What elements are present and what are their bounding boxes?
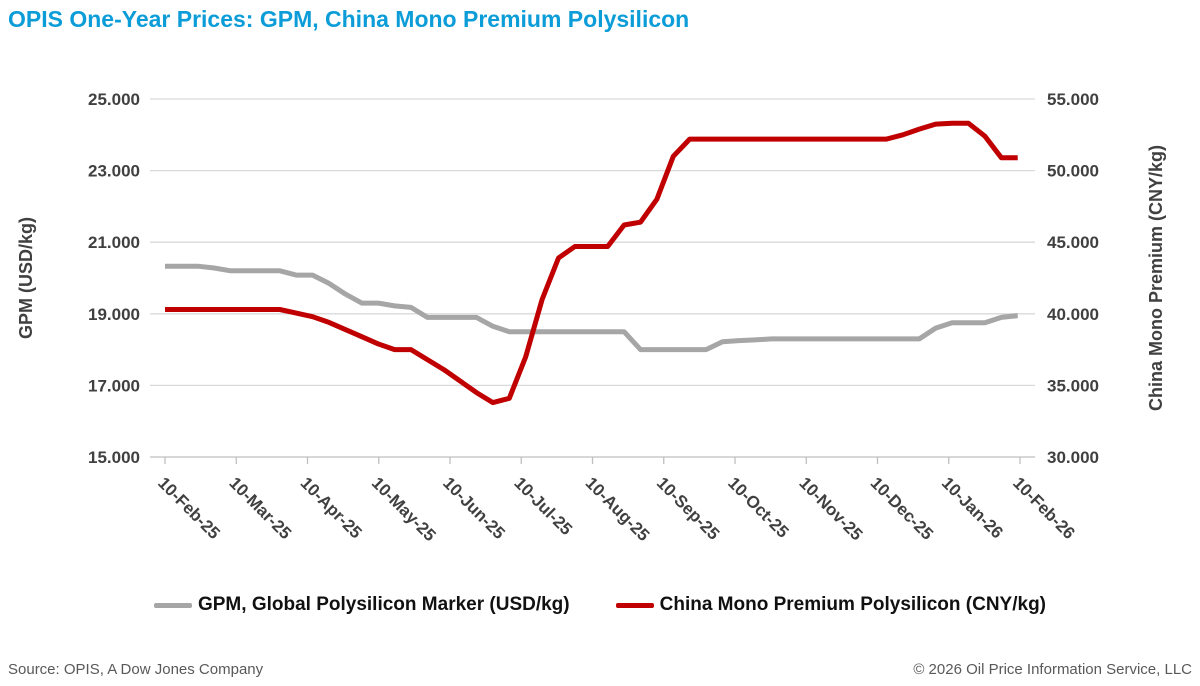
x-axis-tick-label: 10-Mar-25: [225, 473, 295, 543]
footer: Source: OPIS, A Dow Jones Company © 2026…: [8, 661, 1192, 678]
left-axis-tick-label: 15.000: [88, 448, 140, 467]
source-note: Source: OPIS, A Dow Jones Company: [8, 661, 264, 678]
x-axis-tick-label: 10-Feb-25: [154, 473, 224, 543]
x-axis-tick-label: 10-Apr-25: [297, 473, 366, 542]
x-axis-tick-label: 10-Jan-26: [938, 473, 1007, 542]
china-mono-line-swatch: [615, 602, 654, 608]
x-axis-tick-label: 10-Jun-25: [439, 473, 509, 543]
x-axis-tick-label: 10-Aug-25: [582, 473, 654, 545]
series-line-gpm: [165, 263, 1018, 353]
legend-item-china-mono: China Mono Premium Polysilicon (CNY/kg): [615, 594, 1046, 616]
copyright-note: © 2026 Oil Price Information Service, LL…: [913, 661, 1192, 678]
left-axis-tick-label: 25.000: [88, 90, 140, 109]
left-axis-tick-label: 21.000: [88, 233, 140, 252]
chart-title: OPIS One-Year Prices: GPM, China Mono Pr…: [8, 6, 690, 32]
x-axis-tick-label: 10-Jul-25: [510, 473, 576, 539]
series-line-china-mono: [165, 120, 1018, 406]
right-axis-tick-label: 55.000: [1047, 90, 1099, 109]
x-axis-tick-label: 10-Sep-25: [653, 473, 723, 543]
right-axis-title: China Mono Premium (CNY/kg): [1146, 145, 1166, 411]
right-axis-tick-label: 50.000: [1047, 162, 1099, 181]
gpm-line-swatch: [153, 602, 192, 608]
legend-label-china-mono: China Mono Premium Polysilicon (CNY/kg): [659, 594, 1046, 615]
x-axis-tick-label: 10-May-25: [368, 473, 440, 545]
x-axis-tick-label: 10-Feb-26: [1009, 473, 1079, 543]
left-axis-tick-label: 19.000: [88, 305, 140, 324]
left-axis-title: GPM (USD/kg): [16, 217, 36, 339]
legend-label-gpm: GPM, Global Polysilicon Marker (USD/kg): [197, 594, 570, 615]
x-axis-tick-label: 10-Oct-25: [724, 473, 792, 541]
x-axis-tick-label: 10-Nov-25: [795, 473, 866, 544]
right-axis-tick-label: 35.000: [1047, 376, 1099, 395]
right-axis-tick-label: 45.000: [1047, 233, 1099, 252]
right-axis-tick-label: 40.000: [1047, 305, 1099, 324]
legend-item-gpm: GPM, Global Polysilicon Marker (USD/kg): [153, 594, 570, 616]
x-axis-tick-label: 10-Dec-25: [867, 473, 937, 543]
left-axis-tick-label: 17.000: [88, 376, 140, 395]
left-axis-tick-label: 23.000: [88, 162, 140, 181]
legend: GPM, Global Polysilicon Marker (USD/kg) …: [0, 594, 1200, 616]
right-axis-tick-label: 30.000: [1047, 448, 1099, 467]
